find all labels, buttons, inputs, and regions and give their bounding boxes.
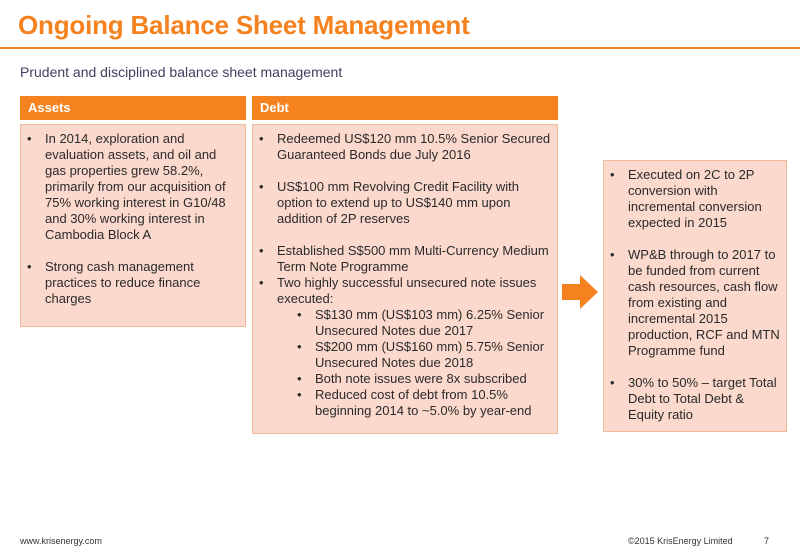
right-arrow-icon: [562, 275, 598, 309]
outcome-list: Executed on 2C to 2P conversion with inc…: [604, 167, 782, 423]
debt-bullet: Established S$500 mm Multi-Currency Medi…: [253, 243, 551, 275]
slide-subtitle: Prudent and disciplined balance sheet ma…: [20, 64, 343, 80]
debt-sub-bullet: Both note issues were 8x subscribed: [253, 371, 551, 387]
debt-sub-bullet: Reduced cost of debt from 10.5% beginnin…: [253, 387, 551, 419]
title-divider: [0, 47, 800, 49]
outcome-bullet: 30% to 50% – target Total Debt to Total …: [604, 375, 782, 423]
assets-heading: Assets: [20, 96, 246, 120]
outcome-bullet: Executed on 2C to 2P conversion with inc…: [604, 167, 782, 231]
slide-title: Ongoing Balance Sheet Management: [18, 10, 470, 40]
footer-website: www.krisenergy.com: [20, 536, 102, 546]
assets-list: In 2014, exploration and evaluation asse…: [21, 131, 239, 307]
debt-sub-bullet: S$130 mm (US$103 mm) 6.25% Senior Unsecu…: [253, 307, 551, 339]
page-number: 7: [764, 536, 770, 546]
debt-list: Redeemed US$120 mm 10.5% Senior Secured …: [253, 131, 551, 419]
debt-box: Redeemed US$120 mm 10.5% Senior Secured …: [252, 124, 558, 434]
debt-sub-bullet: S$200 mm (US$160 mm) 5.75% Senior Unsecu…: [253, 339, 551, 371]
debt-heading: Debt: [252, 96, 558, 120]
footer-copyright: ©2015 KrisEnergy Limited: [628, 536, 733, 546]
debt-bullet: Two highly successful unsecured note iss…: [253, 275, 551, 307]
debt-bullet: US$100 mm Revolving Credit Facility with…: [253, 179, 551, 227]
outcome-box: Executed on 2C to 2P conversion with inc…: [603, 160, 787, 432]
outcome-bullet: WP&B through to 2017 to be funded from c…: [604, 247, 782, 359]
debt-bullet: Redeemed US$120 mm 10.5% Senior Secured …: [253, 131, 551, 163]
assets-bullet: Strong cash management practices to redu…: [21, 259, 239, 307]
assets-bullet: In 2014, exploration and evaluation asse…: [21, 131, 239, 243]
assets-box: In 2014, exploration and evaluation asse…: [20, 124, 246, 327]
